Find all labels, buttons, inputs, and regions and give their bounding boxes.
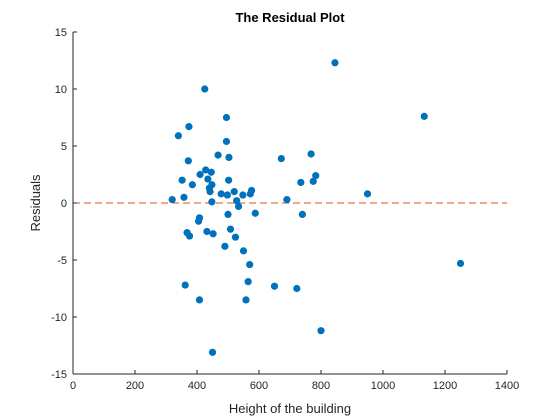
x-tick-label: 600 — [250, 380, 268, 392]
data-point — [225, 177, 232, 184]
data-point — [218, 190, 225, 197]
data-point — [232, 234, 239, 241]
data-point — [224, 211, 231, 218]
y-tick-label: 10 — [55, 84, 67, 96]
data-point — [197, 171, 204, 178]
data-point — [242, 296, 249, 303]
data-point — [224, 191, 231, 198]
data-point — [210, 230, 217, 237]
x-tick-label: 1000 — [371, 380, 395, 392]
data-point — [203, 228, 210, 235]
x-tick-label: 400 — [188, 380, 206, 392]
data-point — [208, 198, 215, 205]
x-axis-title: Height of the building — [229, 401, 351, 416]
data-point — [185, 157, 192, 164]
data-point — [364, 190, 371, 197]
y-tick-label: -10 — [51, 312, 67, 324]
y-tick-label: 0 — [61, 198, 67, 210]
data-point — [331, 59, 338, 66]
data-point — [297, 179, 304, 186]
data-point — [169, 196, 176, 203]
x-tick-label: 800 — [312, 380, 330, 392]
x-tick-label: 200 — [126, 380, 144, 392]
y-axis-title: Residuals — [28, 174, 43, 232]
data-point — [208, 181, 215, 188]
data-point — [317, 327, 324, 334]
data-point — [223, 138, 230, 145]
data-point — [252, 210, 259, 217]
data-point — [221, 243, 228, 250]
data-point — [227, 226, 234, 233]
x-tick-label: 0 — [70, 380, 76, 392]
data-point — [208, 169, 215, 176]
data-point — [246, 261, 253, 268]
data-point — [231, 188, 238, 195]
data-point — [248, 187, 255, 194]
x-tick-label: 1200 — [433, 380, 457, 392]
data-point — [293, 285, 300, 292]
data-point — [186, 232, 193, 239]
data-point — [299, 211, 306, 218]
y-tick-label: -5 — [57, 255, 67, 267]
data-point — [185, 123, 192, 130]
data-point — [245, 278, 252, 285]
data-point — [189, 181, 196, 188]
data-point — [240, 247, 247, 254]
data-point — [278, 155, 285, 162]
data-point — [196, 296, 203, 303]
data-point — [271, 283, 278, 290]
data-point — [206, 188, 213, 195]
y-tick-label: -15 — [51, 369, 67, 381]
data-point — [421, 113, 428, 120]
y-tick-label: 5 — [61, 141, 67, 153]
data-point — [307, 150, 314, 157]
data-point — [179, 177, 186, 184]
y-tick-label: 15 — [55, 27, 67, 39]
data-point — [180, 194, 187, 201]
data-point — [225, 154, 232, 161]
data-point — [196, 214, 203, 221]
data-point — [457, 260, 464, 267]
data-point — [214, 152, 221, 159]
data-point — [283, 196, 290, 203]
data-point — [175, 132, 182, 139]
data-point — [239, 191, 246, 198]
data-point — [201, 85, 208, 92]
x-tick-label: 1400 — [495, 380, 519, 392]
data-point — [182, 281, 189, 288]
data-point — [235, 203, 242, 210]
data-point — [312, 172, 319, 179]
data-point — [209, 349, 216, 356]
data-point — [223, 114, 230, 121]
chart-title: The Residual Plot — [235, 10, 345, 25]
